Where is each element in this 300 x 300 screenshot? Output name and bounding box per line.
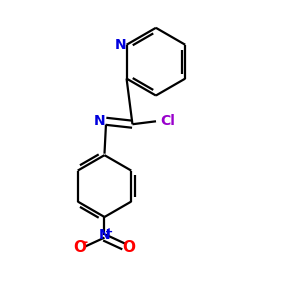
Text: N: N bbox=[99, 228, 110, 242]
Text: -: - bbox=[82, 236, 87, 249]
Text: O: O bbox=[74, 240, 86, 255]
Text: Cl: Cl bbox=[160, 114, 175, 128]
Text: N: N bbox=[114, 38, 126, 52]
Text: N: N bbox=[94, 114, 105, 128]
Text: +: + bbox=[105, 227, 113, 237]
Text: O: O bbox=[122, 240, 135, 255]
